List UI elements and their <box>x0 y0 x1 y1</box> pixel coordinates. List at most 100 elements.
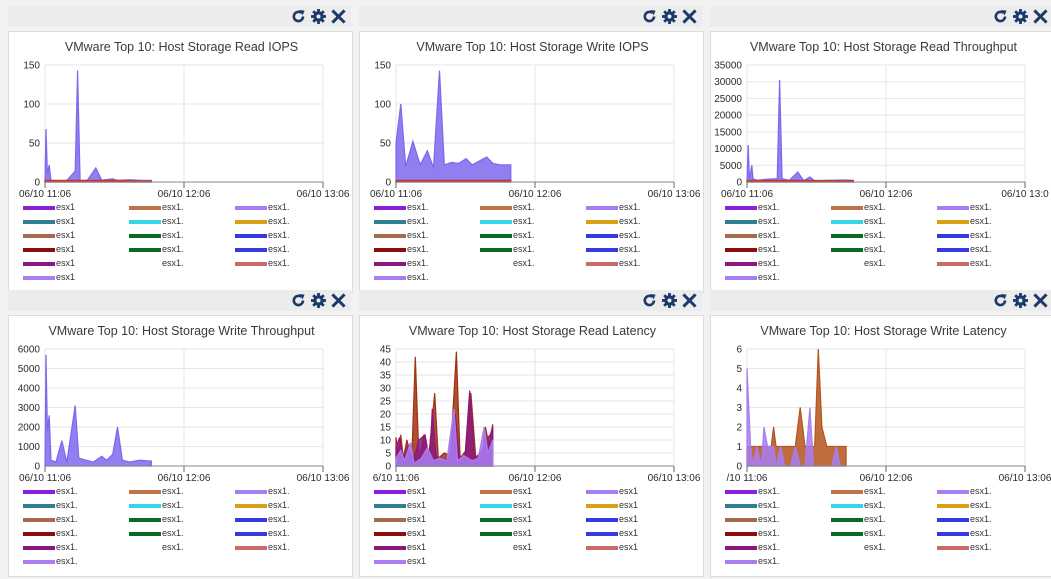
legend-swatch[interactable] <box>725 262 757 266</box>
legend-label[interactable]: esx1 <box>619 500 638 510</box>
legend-swatch[interactable] <box>480 234 512 238</box>
legend-swatch[interactable] <box>725 560 757 564</box>
legend-swatch[interactable] <box>480 220 512 224</box>
legend-label[interactable]: esx1. <box>268 258 290 268</box>
close-icon[interactable] <box>330 292 347 309</box>
legend-swatch[interactable] <box>235 532 267 536</box>
legend-swatch[interactable] <box>480 262 512 266</box>
legend-label[interactable]: esx1. <box>268 542 290 552</box>
legend-label[interactable]: esx1. <box>513 244 535 254</box>
legend-label[interactable]: esx1 <box>513 542 532 552</box>
legend-swatch[interactable] <box>235 490 267 494</box>
legend-swatch[interactable] <box>374 220 406 224</box>
legend-swatch[interactable] <box>586 490 618 494</box>
legend-swatch[interactable] <box>235 262 267 266</box>
legend-label[interactable]: esx1 <box>56 244 75 254</box>
legend-label[interactable]: esx1. <box>513 202 535 212</box>
gear-icon[interactable] <box>661 292 678 309</box>
legend-swatch[interactable] <box>129 248 161 252</box>
legend-label[interactable]: esx1. <box>970 230 992 240</box>
legend-swatch[interactable] <box>23 248 55 252</box>
legend-label[interactable]: esx1. <box>864 244 886 254</box>
close-icon[interactable] <box>1032 292 1049 309</box>
legend-label[interactable]: esx1 <box>407 528 426 538</box>
legend-label[interactable]: esx1. <box>162 486 184 496</box>
legend-label[interactable]: esx1. <box>970 486 992 496</box>
legend-label[interactable]: esx1. <box>758 244 780 254</box>
legend-swatch[interactable] <box>129 220 161 224</box>
legend-label[interactable]: esx1 <box>407 514 426 524</box>
legend-swatch[interactable] <box>725 220 757 224</box>
legend-swatch[interactable] <box>129 490 161 494</box>
legend-swatch[interactable] <box>725 234 757 238</box>
legend-label[interactable]: esx1. <box>162 202 184 212</box>
legend-label[interactable]: esx1. <box>268 528 290 538</box>
legend-label[interactable]: esx1 <box>56 230 75 240</box>
legend-label[interactable]: esx1. <box>864 230 886 240</box>
legend-swatch[interactable] <box>725 276 757 280</box>
legend-swatch[interactable] <box>831 504 863 508</box>
legend-label[interactable]: esx1. <box>864 514 886 524</box>
gear-icon[interactable] <box>1012 8 1029 25</box>
legend-swatch[interactable] <box>374 546 406 550</box>
legend-label[interactable]: esx1. <box>758 486 780 496</box>
legend-label[interactable]: esx1. <box>619 202 641 212</box>
legend-label[interactable]: esx1. <box>407 202 429 212</box>
legend-swatch[interactable] <box>235 234 267 238</box>
legend-swatch[interactable] <box>23 220 55 224</box>
legend-swatch[interactable] <box>480 504 512 508</box>
legend-swatch[interactable] <box>937 220 969 224</box>
legend-swatch[interactable] <box>480 206 512 210</box>
legend-swatch[interactable] <box>235 248 267 252</box>
legend-label[interactable]: esx1. <box>162 500 184 510</box>
legend-label[interactable]: esx1. <box>407 258 429 268</box>
legend-label[interactable]: esx1. <box>619 244 641 254</box>
legend-label[interactable]: esx1. <box>268 486 290 496</box>
legend-swatch[interactable] <box>937 518 969 522</box>
refresh-icon[interactable] <box>992 292 1009 309</box>
legend-label[interactable]: esx1. <box>970 244 992 254</box>
legend-swatch[interactable] <box>374 490 406 494</box>
legend-swatch[interactable] <box>480 248 512 252</box>
legend-swatch[interactable] <box>937 234 969 238</box>
legend-swatch[interactable] <box>586 504 618 508</box>
legend-swatch[interactable] <box>831 206 863 210</box>
refresh-icon[interactable] <box>290 292 307 309</box>
legend-label[interactable]: esx1. <box>970 258 992 268</box>
legend-label[interactable]: esx1. <box>407 216 429 226</box>
legend-label[interactable]: esx1 <box>619 486 638 496</box>
legend-swatch[interactable] <box>235 504 267 508</box>
legend-swatch[interactable] <box>23 234 55 238</box>
legend-swatch[interactable] <box>586 234 618 238</box>
refresh-icon[interactable] <box>992 8 1009 25</box>
close-icon[interactable] <box>681 292 698 309</box>
legend-swatch[interactable] <box>374 206 406 210</box>
legend-swatch[interactable] <box>831 518 863 522</box>
legend-swatch[interactable] <box>937 532 969 536</box>
legend-swatch[interactable] <box>235 518 267 522</box>
refresh-icon[interactable] <box>641 292 658 309</box>
legend-label[interactable]: esx1. <box>619 216 641 226</box>
legend-swatch[interactable] <box>23 490 55 494</box>
legend-label[interactable]: esx1 <box>619 528 638 538</box>
legend-swatch[interactable] <box>937 504 969 508</box>
legend-label[interactable]: esx1. <box>970 528 992 538</box>
legend-label[interactable]: esx1. <box>864 500 886 510</box>
legend-label[interactable]: esx1. <box>268 500 290 510</box>
gear-icon[interactable] <box>310 292 327 309</box>
legend-label[interactable]: esx1. <box>268 216 290 226</box>
legend-swatch[interactable] <box>937 248 969 252</box>
legend-swatch[interactable] <box>129 504 161 508</box>
legend-swatch[interactable] <box>374 276 406 280</box>
legend-label[interactable]: esx1. <box>758 528 780 538</box>
legend-label[interactable]: esx1. <box>56 528 78 538</box>
legend-label[interactable]: esx1. <box>619 230 641 240</box>
close-icon[interactable] <box>1032 8 1049 25</box>
legend-swatch[interactable] <box>235 206 267 210</box>
legend-swatch[interactable] <box>725 206 757 210</box>
legend-label[interactable]: esx1 <box>56 202 75 212</box>
legend-label[interactable]: esx1. <box>56 542 78 552</box>
legend-swatch[interactable] <box>480 490 512 494</box>
legend-swatch[interactable] <box>725 518 757 522</box>
legend-label[interactable]: esx1. <box>56 514 78 524</box>
